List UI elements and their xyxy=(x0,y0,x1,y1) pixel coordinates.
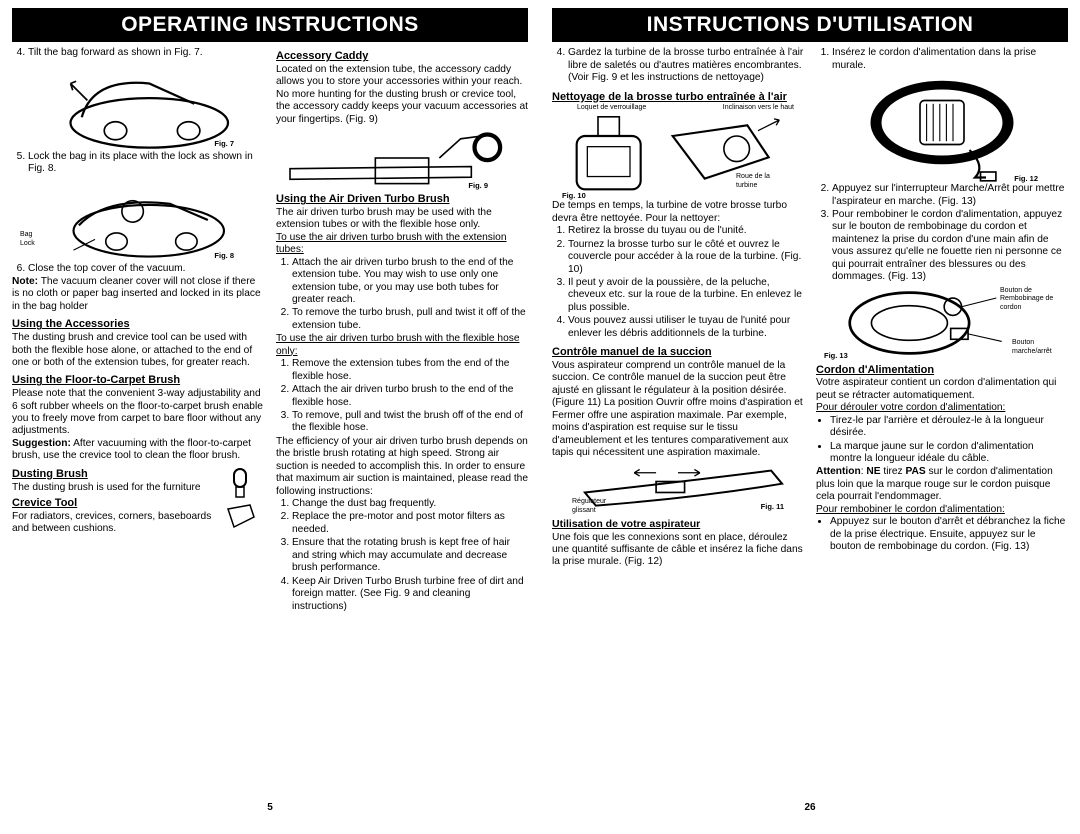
l-step4: Tilt the bag forward as shown in Fig. 7. xyxy=(28,47,264,59)
p-attention: Attention: NE tirez PAS sur le cordon d'… xyxy=(816,466,1068,503)
tool-icons xyxy=(220,465,264,539)
n3: Il peut y avoir de la poussière, de la p… xyxy=(568,277,804,314)
page-num-right: 26 xyxy=(552,798,1068,815)
right-col1: Gardez la turbine de la brosse turbo ent… xyxy=(552,47,804,797)
h-controle: Contrôle manuel de la succion xyxy=(552,346,804,360)
h-cordon: Cordon d'Alimentation xyxy=(816,364,1068,378)
fig7-label: Fig. 7 xyxy=(214,139,234,148)
u-remb: Pour rembobiner le cordon d'alimentation… xyxy=(816,504,1068,516)
fig8-label: Fig. 8 xyxy=(214,251,234,260)
fig11: Régulateur glissant Fig. 11 xyxy=(552,459,804,515)
left-col1: Tilt the bag forward as shown in Fig. 7.… xyxy=(12,47,264,797)
fig8-callout: Bag Lock xyxy=(20,231,35,249)
fig8-svg xyxy=(12,177,264,263)
eff2: Replace the pre-motor and post motor fil… xyxy=(292,511,528,536)
title-right: INSTRUCTIONS D'UTILISATION xyxy=(552,8,1068,42)
u-hose: To use the air driven turbo brush with t… xyxy=(276,333,528,358)
hose3: To remove, pull and twist the brush off … xyxy=(292,410,528,435)
fig13-c1: Bouton de Rembobinage de cordon xyxy=(1000,287,1066,313)
columns-right: Gardez la turbine de la brosse turbo ent… xyxy=(552,47,1068,797)
p-suggestion: Suggestion: After vacuuming with the flo… xyxy=(12,438,264,463)
left-col2: Accessory Caddy Located on the extension… xyxy=(276,47,528,797)
p-cordon: Votre aspirateur contient un cordon d'al… xyxy=(816,377,1068,402)
p-util: Une fois que les connexions sont en plac… xyxy=(552,532,804,569)
fig10: Loquet de verrouillage Inclinaison vers … xyxy=(552,104,804,200)
fig8: Bag Lock Fig. 8 xyxy=(12,177,264,263)
p-detemp: De temps en temps, la turbine de votre b… xyxy=(552,200,804,225)
l-note6: Note: The vacuum cleaner cover will not … xyxy=(12,276,264,313)
fig12-label: Fig. 12 xyxy=(1014,174,1038,183)
eff4: Keep Air Driven Turbo Brush turbine free… xyxy=(292,576,528,613)
h-dusting: Dusting Brush xyxy=(12,468,214,482)
columns-left: Tilt the bag forward as shown in Fig. 7.… xyxy=(12,47,528,797)
fig7-svg xyxy=(12,61,264,151)
l-step5: Lock the bag in its place with the lock … xyxy=(28,151,264,176)
fig10-label: Fig. 10 xyxy=(562,191,586,200)
r-step4: Gardez la turbine de la brosse turbo ent… xyxy=(568,47,804,84)
fig13-c2: Bouton marche/arrêt xyxy=(1012,339,1066,357)
n4: Vous pouvez aussi utiliser le tuyau de l… xyxy=(568,315,804,340)
h-util: Utilisation de votre aspirateur xyxy=(552,518,804,531)
h-caddy: Accessory Caddy xyxy=(276,50,528,64)
h-nettoyage: Nettoyage de la brosse turbo entraînée à… xyxy=(552,91,804,105)
fig10-c3: Roue de la turbine xyxy=(736,173,786,191)
h-accessories: Using the Accessories xyxy=(12,318,264,332)
page-left: OPERATING INSTRUCTIONS Tilt the bag forw… xyxy=(0,0,540,834)
p-controle: Vous aspirateur comprend un contrôle man… xyxy=(552,360,804,460)
hose1: Remove the extension tubes from the end … xyxy=(292,358,528,383)
h-turbo: Using the Air Driven Turbo Brush xyxy=(276,193,528,207)
eff1: Change the dust bag frequently. xyxy=(292,498,528,510)
hose2: Attach the air driven turbo brush to the… xyxy=(292,384,528,409)
p-crevice: For radiators, crevices, corners, basebo… xyxy=(12,511,214,536)
page-right: INSTRUCTIONS D'UTILISATION Gardez la tur… xyxy=(540,0,1080,834)
p-eff: The efficiency of your air driven turbo … xyxy=(276,436,528,498)
fig11-callout: Régulateur glissant xyxy=(572,498,622,516)
title-left: OPERATING INSTRUCTIONS xyxy=(12,8,528,42)
l-step6: Close the top cover of the vacuum. xyxy=(28,263,264,275)
p-accessories: The dusting brush and crevice tool can b… xyxy=(12,332,264,369)
p-floorbrush: Please note that the convenient 3-way ad… xyxy=(12,388,264,438)
l-note6-text: The vacuum cleaner cover will not close … xyxy=(12,276,261,312)
r-s2: Appuyez sur l'interrupteur Marche/Arrêt … xyxy=(832,183,1068,208)
right-col2: Insérez le cordon d'alimentation dans la… xyxy=(816,47,1068,797)
p-turbo1: The air driven turbo brush may be used w… xyxy=(276,207,528,232)
u-derouler: Pour dérouler votre cordon d'alimentatio… xyxy=(816,402,1068,414)
r-s3: Pour rembobiner le cordon d'alimentation… xyxy=(832,209,1068,284)
p-caddy: Located on the extension tube, the acces… xyxy=(276,64,528,126)
fig10-c1: Loquet de verrouillage xyxy=(577,104,646,113)
fig11-label: Fig. 11 xyxy=(761,502,784,511)
fig9-label: Fig. 9 xyxy=(468,181,488,190)
fig10-c2: Inclinaison vers le haut xyxy=(723,104,794,113)
fig7: Fig. 7 xyxy=(12,61,264,151)
page-num-left: 5 xyxy=(12,798,528,815)
r-s1: Insérez le cordon d'alimentation dans la… xyxy=(832,47,1068,72)
n1: Retirez la brosse du tuyau ou de l'unité… xyxy=(568,225,804,237)
fig13-label: Fig. 13 xyxy=(824,351,848,360)
p-dusting: The dusting brush is used for the furnit… xyxy=(12,482,214,494)
n2: Tournez la brosse turbo sur le côté et o… xyxy=(568,239,804,276)
fig12: Fig. 12 xyxy=(816,73,1068,183)
r1: Appuyez sur le bouton d'arrêt et débranc… xyxy=(830,516,1068,553)
fig9: Fig. 9 xyxy=(276,126,528,190)
h-floorbrush: Using the Floor-to-Carpet Brush xyxy=(12,374,264,388)
fig13: Bouton de Rembobinage de cordon Bouton m… xyxy=(816,285,1068,361)
h-crevice: Crevice Tool xyxy=(12,497,214,511)
u-ext: To use the air driven turbo brush with t… xyxy=(276,232,528,257)
ext1: Attach the air driven turbo brush to the… xyxy=(292,257,528,307)
ext2: To remove the turbo brush, pull and twis… xyxy=(292,307,528,332)
eff3: Ensure that the rotating brush is kept f… xyxy=(292,537,528,574)
d1: Tirez-le par l'arrière et déroulez-le à … xyxy=(830,415,1068,440)
d2: La marque jaune sur le cordon d'alimenta… xyxy=(830,441,1068,466)
